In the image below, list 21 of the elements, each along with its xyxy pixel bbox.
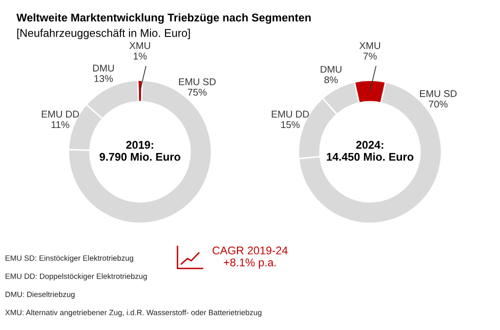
data-label: 1% (134, 52, 147, 60)
slice-label: XMU (129, 42, 150, 50)
chart-subtitle: [Neufahrzeuggeschäft in Mio. Euro] (17, 28, 190, 40)
data-label: 15% (281, 121, 300, 128)
data-label: 11% (52, 121, 70, 128)
slice-label: EMU SD (179, 78, 216, 86)
slice-label: DMU (93, 64, 114, 72)
data-label: 7% (363, 52, 377, 60)
data-label: 13% (94, 75, 113, 82)
data-label: 75% (188, 88, 207, 96)
text: 2024: 14.450 Mio. Euro (326, 140, 414, 161)
chart-title: Weltweite Marktentwicklung Triebzüge nach Segmenten (16, 13, 311, 24)
text: 2019: 9.790 Mio. Euro (100, 140, 180, 161)
slice-label: EMU DD (272, 110, 309, 118)
text: CAGR 2019-24 +8.1% p.a. (212, 246, 288, 269)
data-label: 70% (428, 100, 448, 108)
slice-label: EMU SD (420, 90, 457, 98)
slice-label: DMU (320, 66, 342, 73)
slice-label: XMU (359, 42, 380, 50)
slice-label: EMU DD (42, 110, 79, 118)
data-label: 8% (324, 76, 338, 84)
